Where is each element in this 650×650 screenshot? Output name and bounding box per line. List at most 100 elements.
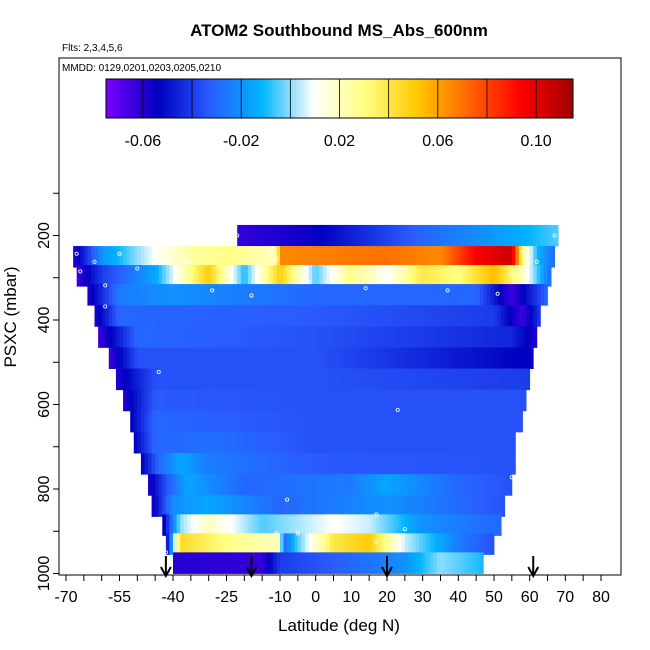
heatmap-cell <box>304 410 309 433</box>
heatmap-cell <box>215 431 220 454</box>
heatmap-cell <box>390 389 395 412</box>
heatmap-cell <box>440 389 445 412</box>
heatmap-cell <box>237 533 242 555</box>
heatmap-cell <box>469 326 473 348</box>
heatmap-cell <box>269 431 274 454</box>
heatmap-cell <box>486 533 491 555</box>
heatmap-cell <box>440 368 445 391</box>
heatmap-cell <box>404 552 409 574</box>
heatmap-cell <box>240 514 245 536</box>
heatmap-cell <box>133 305 138 327</box>
heatmap-cell <box>472 265 477 287</box>
heatmap-cell <box>301 389 306 412</box>
heatmap-cell <box>247 410 252 433</box>
heatmap-cell <box>115 347 120 369</box>
heatmap-cell <box>518 347 523 369</box>
heatmap-cell <box>461 533 466 555</box>
heatmap-cell <box>326 474 331 496</box>
heatmap-cell <box>501 495 506 517</box>
heatmap-cell <box>304 265 309 287</box>
heatmap-cell <box>194 305 199 327</box>
heatmap-cell <box>326 347 331 369</box>
heatmap-cell <box>490 495 495 517</box>
heatmap-cell <box>180 533 185 555</box>
heatmap-cell <box>344 347 349 369</box>
heatmap-cell <box>319 326 324 348</box>
heatmap-cell <box>415 453 420 475</box>
heatmap-cell <box>358 410 363 433</box>
heatmap-cell <box>547 246 552 268</box>
heatmap-cell <box>319 368 324 391</box>
heatmap-cell <box>479 514 484 536</box>
heatmap-cell <box>304 368 309 391</box>
heatmap-cell <box>436 246 441 268</box>
heatmap-cell <box>326 246 331 268</box>
heatmap-cell <box>433 389 438 412</box>
heatmap-cell <box>212 474 217 496</box>
heatmap-cell <box>397 453 402 475</box>
heatmap-cell <box>201 431 206 454</box>
heatmap-cell <box>469 495 473 517</box>
heatmap-cell <box>387 514 391 536</box>
heatmap-cell <box>415 305 420 327</box>
heatmap-cell <box>233 305 238 327</box>
heatmap-cell <box>301 410 306 433</box>
heatmap-cell <box>494 453 498 475</box>
heatmap-cell <box>219 514 224 536</box>
heatmap-cell <box>244 410 249 433</box>
heatmap-cell <box>244 552 249 574</box>
heatmap-cell <box>255 431 259 454</box>
heatmap-cell <box>258 431 263 454</box>
heatmap-cell <box>140 368 145 391</box>
heatmap-cell <box>183 265 188 287</box>
colorbar-swatch <box>225 79 230 118</box>
heatmap-cell <box>230 305 235 327</box>
heatmap-cell <box>319 284 324 306</box>
heatmap-cell <box>358 368 363 391</box>
heatmap-cell <box>454 284 459 306</box>
heatmap-cell <box>258 326 263 348</box>
heatmap-cell <box>269 326 274 348</box>
heatmap-cell <box>155 431 160 454</box>
heatmap-cell <box>422 284 427 306</box>
heatmap-cell <box>472 533 477 555</box>
heatmap-cell <box>362 224 366 247</box>
heatmap-cell <box>130 326 135 348</box>
heatmap-cell <box>483 514 488 536</box>
heatmap-cell <box>94 305 99 327</box>
heatmap-cell <box>233 514 238 536</box>
heatmap-cell <box>322 453 327 475</box>
heatmap-cell <box>533 326 538 348</box>
heatmap-cell <box>494 514 498 536</box>
heatmap-cell <box>415 347 420 369</box>
heatmap-cell <box>251 284 256 306</box>
heatmap-cell <box>255 453 259 475</box>
colorbar-swatch <box>152 79 157 118</box>
heatmap-cell <box>247 368 252 391</box>
heatmap-cell <box>415 533 420 555</box>
heatmap-layer <box>98 326 538 348</box>
colorbar-swatch <box>205 79 209 118</box>
heatmap-cell <box>119 368 124 391</box>
heatmap-cell <box>201 265 206 287</box>
heatmap-cell <box>451 265 456 287</box>
heatmap-cell <box>379 552 384 574</box>
heatmap-cell <box>518 246 523 268</box>
heatmap-cell <box>387 368 391 391</box>
heatmap-cell <box>151 246 156 268</box>
heatmap-cell <box>208 326 213 348</box>
heatmap-cell <box>465 224 470 247</box>
observation-point <box>181 259 186 264</box>
heatmap-cell <box>194 389 199 412</box>
colorbar-swatch <box>120 79 125 118</box>
heatmap-cell <box>376 368 381 391</box>
heatmap-cell <box>187 552 192 574</box>
heatmap-cell <box>269 410 274 433</box>
heatmap-cell <box>465 284 470 306</box>
heatmap-cell <box>190 368 195 391</box>
heatmap-cell <box>422 552 427 574</box>
heatmap-cell <box>255 368 259 391</box>
heatmap-cell <box>390 431 395 454</box>
heatmap-cell <box>486 305 491 327</box>
